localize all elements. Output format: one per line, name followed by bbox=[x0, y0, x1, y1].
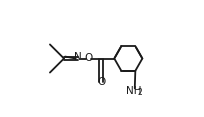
Text: 2: 2 bbox=[138, 88, 142, 97]
Text: O: O bbox=[84, 53, 93, 63]
Text: N: N bbox=[74, 52, 82, 62]
Text: NH: NH bbox=[126, 86, 142, 96]
Text: O: O bbox=[97, 77, 105, 88]
